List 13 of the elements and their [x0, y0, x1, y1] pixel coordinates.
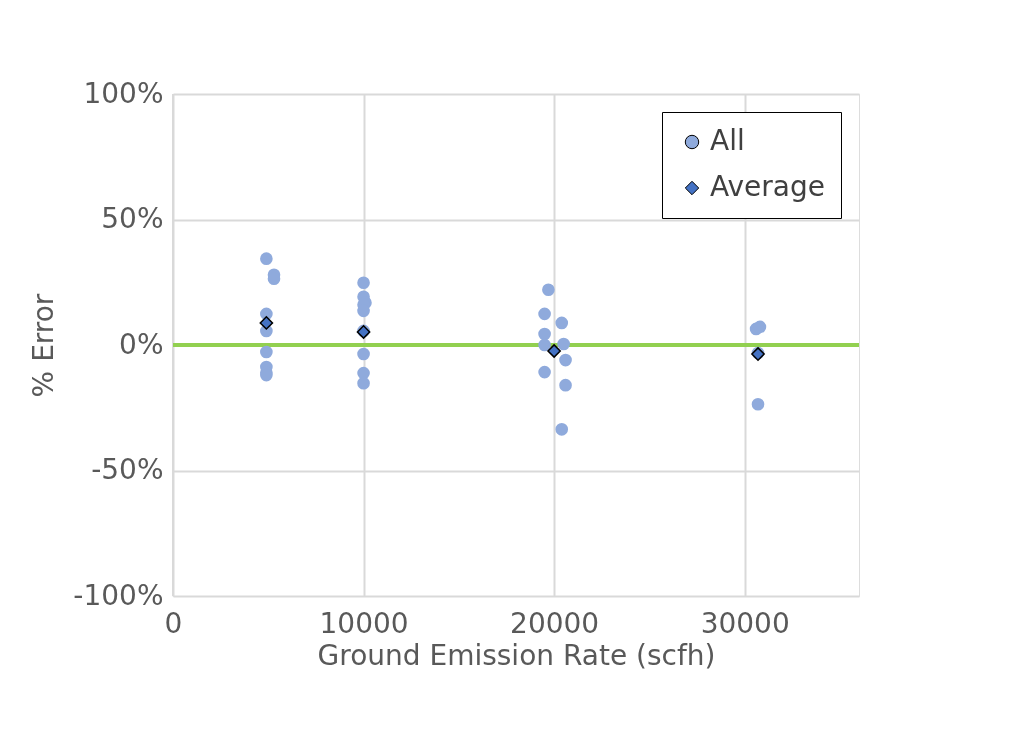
y-tick-label: -100%: [73, 578, 164, 612]
x-tick-label: 30000: [700, 606, 790, 640]
y-axis-title: % Error: [27, 293, 61, 398]
legend-label: Average: [710, 170, 825, 203]
x-tick-label: 0: [164, 606, 183, 640]
legend-label: All: [710, 124, 745, 157]
y-tick-label: 100%: [83, 76, 164, 110]
x-axis-title: Ground Emission Rate (scfh): [317, 638, 716, 672]
y-tick-label: 50%: [101, 202, 164, 235]
x-tick-label: 20000: [510, 606, 600, 640]
x-tick-label: 10000: [319, 606, 409, 640]
y-tick-label: 0%: [119, 327, 164, 361]
y-tick-label: -50%: [91, 453, 164, 486]
